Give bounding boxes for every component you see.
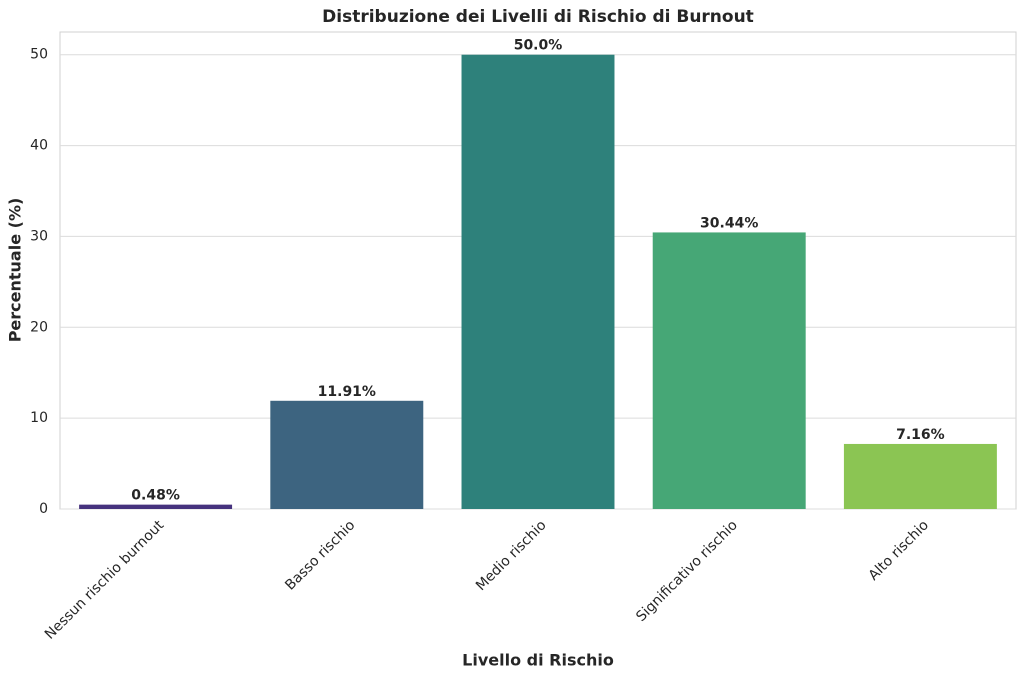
- y-tick-label: 30: [30, 228, 48, 244]
- value-label: 11.91%: [318, 384, 376, 400]
- x-tick-label: Basso rischio: [282, 517, 358, 593]
- value-label: 30.44%: [700, 215, 758, 231]
- value-label: 7.16%: [896, 427, 945, 443]
- bar: [79, 504, 233, 509]
- y-tick-label: 50: [30, 47, 48, 63]
- bar: [843, 443, 997, 509]
- y-axis-label: Percentuale (%): [6, 198, 25, 343]
- bar: [270, 400, 424, 509]
- x-tick-label: Alto rischio: [866, 517, 932, 583]
- value-label: 0.48%: [131, 488, 180, 504]
- x-tick-label: Medio rischio: [473, 517, 550, 594]
- value-label: 50.0%: [514, 38, 563, 54]
- y-tick-label: 10: [30, 410, 48, 426]
- bar: [461, 54, 615, 509]
- y-tick-label: 0: [39, 501, 48, 517]
- x-axis-label: Livello di Rischio: [462, 651, 614, 670]
- y-tick-label: 40: [30, 138, 48, 154]
- x-tick-label: Significativo rischio: [633, 517, 741, 625]
- chart-title: Distribuzione dei Livelli di Rischio di …: [322, 7, 754, 27]
- x-tick-label: Nessun rischio burnout: [42, 517, 168, 643]
- bar: [652, 232, 806, 510]
- y-tick-label: 20: [30, 319, 48, 335]
